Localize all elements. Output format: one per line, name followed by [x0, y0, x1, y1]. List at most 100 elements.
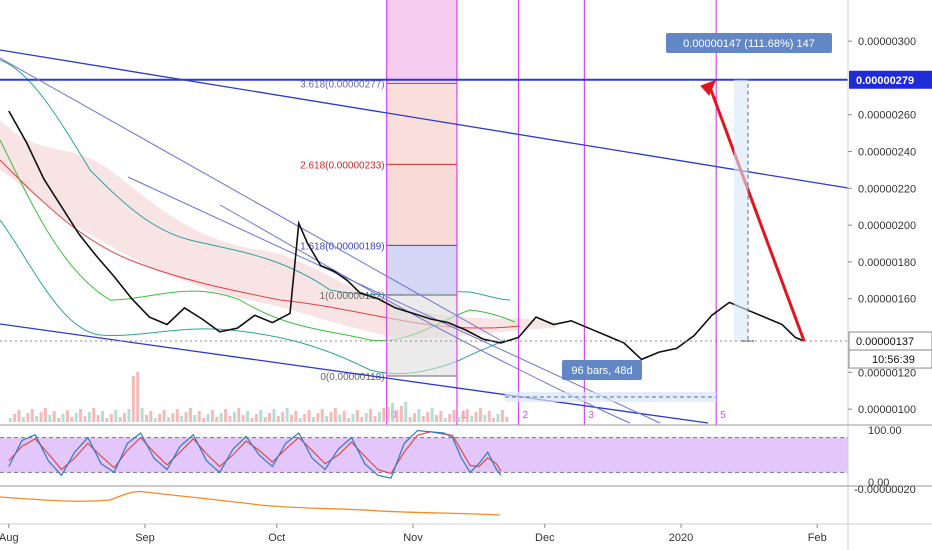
- volume-bar: [373, 416, 377, 422]
- cloud-shape: [0, 120, 555, 339]
- volume-bar: [386, 407, 390, 422]
- lower-pane[interactable]: [0, 486, 848, 524]
- volume-bar: [105, 418, 109, 422]
- volume-bar: [30, 409, 34, 422]
- volume-bar: [391, 403, 395, 422]
- fib-level-label: 3.618(0.00000277): [300, 79, 385, 90]
- fib-level-label: 1(0.00000162): [320, 291, 385, 302]
- time-tick-label: Feb: [808, 532, 827, 544]
- projection-arrowhead: [700, 79, 717, 96]
- countdown-tag-text: 10:56:39: [872, 354, 915, 366]
- volume-bar: [127, 409, 131, 422]
- volume-bar: [461, 413, 465, 422]
- lower-indicator-layer: [0, 490, 501, 516]
- time-zone-label: 3: [588, 410, 594, 421]
- volume-bar: [52, 411, 56, 422]
- price-line: [8, 110, 805, 361]
- volume-bar: [369, 409, 373, 422]
- trend-line-layer: [0, 49, 849, 424]
- volume-bar: [294, 411, 298, 422]
- volume-bar: [259, 410, 263, 422]
- volume-bar: [492, 418, 496, 422]
- volume-bar: [276, 416, 280, 422]
- volume-bar: [443, 418, 447, 422]
- volume-bar: [500, 410, 504, 422]
- volume-bar: [74, 413, 78, 422]
- volume-bar: [87, 412, 91, 422]
- volume-bar: [272, 409, 276, 422]
- volume-bar: [417, 409, 421, 422]
- volume-bar: [246, 411, 250, 422]
- price-tick-label: 0.00000100: [858, 404, 916, 416]
- price-tick-label: 0.00000120: [858, 367, 916, 379]
- volume-bar: [17, 410, 21, 422]
- volume-bar: [193, 415, 197, 422]
- volume-bar: [342, 411, 346, 422]
- volume-bar: [439, 411, 443, 422]
- time-tick-label: Oct: [268, 532, 285, 544]
- volume-bar: [347, 418, 351, 422]
- volume-bar: [470, 416, 474, 422]
- volume-bar: [307, 410, 311, 422]
- volume-bar: [338, 415, 342, 422]
- fib-zone-top: [386, 0, 457, 84]
- volume-bar: [448, 414, 452, 422]
- volume-bar: [83, 416, 87, 422]
- stoch-tick-label: 100.00: [868, 425, 902, 437]
- volume-bar: [162, 410, 166, 422]
- volume-bar: [175, 409, 179, 422]
- price-tick-label: 0.00000160: [858, 294, 916, 306]
- volume-bar: [456, 417, 460, 422]
- volume-bar: [268, 413, 272, 422]
- volume-bar: [144, 415, 148, 422]
- volume-bar: [452, 410, 456, 422]
- volume-bar: [316, 413, 320, 422]
- volume-bar: [70, 417, 74, 422]
- bars-label-text: 96 bars, 48d: [571, 365, 632, 377]
- bollinger-upper: [0, 59, 511, 301]
- volume-bar: [404, 402, 408, 422]
- volume-bar: [61, 414, 65, 422]
- volume-bar: [360, 417, 364, 422]
- volume-bar: [496, 414, 500, 422]
- volume-bar: [232, 412, 236, 422]
- volume-bar: [140, 408, 144, 422]
- volume-bar: [79, 409, 83, 422]
- volume-bar: [202, 418, 206, 422]
- volume-bar: [123, 413, 127, 422]
- volume-bar: [237, 408, 241, 422]
- volume-bar: [355, 410, 359, 422]
- volume-bar: [96, 415, 100, 422]
- price-tick-label: 0.00000200: [858, 220, 916, 232]
- volume-bar: [329, 412, 333, 422]
- volume-bar: [487, 411, 491, 422]
- stoch-band: [0, 437, 848, 473]
- volume-bar: [206, 414, 210, 422]
- volume-bar: [505, 417, 509, 422]
- range-measure-box: [734, 79, 748, 342]
- fib-level-label: 0(0.00000118): [320, 372, 384, 383]
- volume-bar: [57, 418, 61, 422]
- target-price-tag-text: 0.00000279: [856, 75, 914, 87]
- volume-bar: [114, 410, 118, 422]
- time-tick-label: Sep: [135, 532, 155, 544]
- fib-level-label: 1.618(0.00000189): [300, 241, 385, 252]
- volume-bar: [13, 414, 17, 422]
- volume-bar: [219, 413, 223, 422]
- volume-bar: [188, 408, 192, 422]
- volume-bar: [39, 412, 43, 422]
- volume-bar: [377, 412, 381, 422]
- time-zone-label: 5: [720, 410, 726, 421]
- stoch-tick-label: 0.00: [868, 477, 889, 489]
- bollinger-lower: [0, 219, 506, 375]
- volume-bar: [325, 416, 329, 422]
- countdown-tag: [848, 349, 932, 369]
- target-price-tag: [849, 70, 932, 89]
- upper-channel-line: [0, 49, 849, 189]
- volume-bar: [65, 410, 69, 422]
- descending-line-2: [127, 176, 661, 424]
- volume-bar: [224, 409, 228, 422]
- price-tick-label: 0.00000240: [858, 147, 916, 159]
- projection-arrow: [708, 87, 806, 342]
